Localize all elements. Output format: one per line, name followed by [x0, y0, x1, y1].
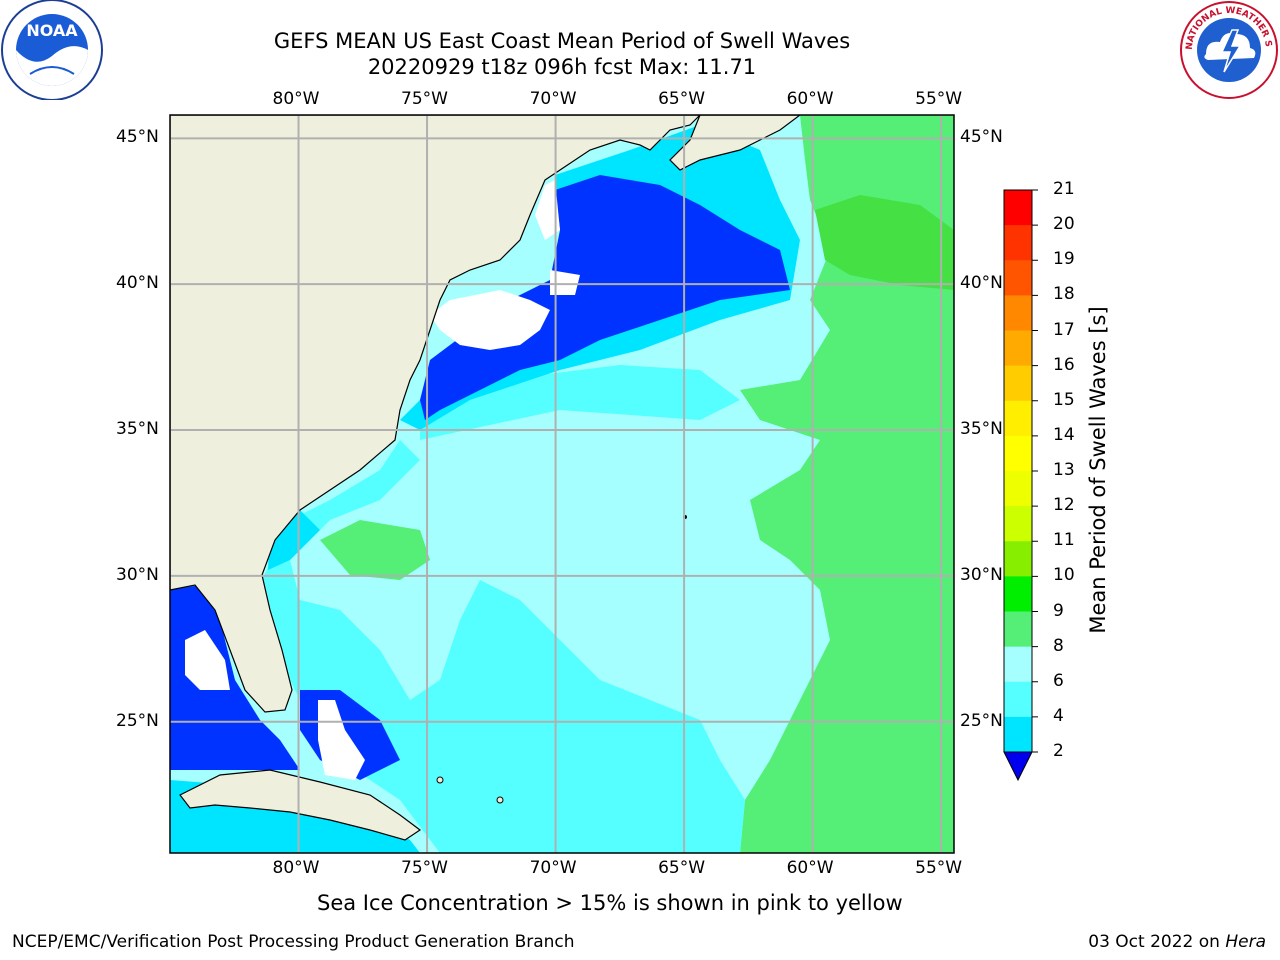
- lat-label: 30°N: [116, 564, 159, 585]
- lon-label: 65°W: [658, 858, 706, 878]
- land-island: [496, 796, 504, 804]
- region-0-2s-shoal: [550, 270, 580, 295]
- colorbar-tick-label: 14: [1053, 424, 1075, 445]
- colorbar-tick-label: 12: [1053, 495, 1075, 516]
- lat-label: 45°N: [116, 127, 159, 148]
- lon-label: 70°W: [529, 858, 577, 878]
- colorbar-segment: [1004, 330, 1032, 367]
- colorbar-segment: [1004, 541, 1032, 577]
- region-0-2s-gulf: [185, 630, 230, 690]
- region-0-2s-gulf-maine: [535, 180, 560, 240]
- colorbar-tick-label: 16: [1053, 354, 1075, 375]
- region-2-4s-north: [420, 175, 790, 420]
- region-0-2s-midatlantic: [430, 290, 550, 350]
- lon-label: 80°W: [272, 858, 320, 878]
- footer-date: 03 Oct 2022 on: [1088, 932, 1226, 952]
- colorbar-segment: [1004, 365, 1032, 402]
- colorbar-tick-label: 19: [1053, 249, 1075, 270]
- lat-label: 30°N: [960, 564, 1003, 585]
- noaa-logo-text: NOAA: [26, 21, 78, 40]
- colorbar-segment: [1004, 225, 1032, 261]
- colorbar-segment: [1004, 260, 1032, 296]
- colorbar-tick-label: 4: [1053, 705, 1064, 726]
- colorbar-tick-label: 15: [1053, 389, 1075, 410]
- region-9-10s-patch: [320, 520, 430, 580]
- colorbar-tick-label: 11: [1053, 530, 1075, 551]
- colorbar-tick-label: 2: [1053, 741, 1064, 761]
- map-frame: [169, 114, 955, 854]
- lon-label: 60°W: [786, 89, 834, 109]
- colorbar-tick-label: 6: [1053, 670, 1064, 691]
- colorbar-segment: [1004, 681, 1032, 718]
- colorbar-segment: [1004, 506, 1032, 542]
- lat-label: 45°N: [960, 127, 1003, 148]
- region-6-8s-north: [420, 365, 740, 440]
- lon-label: 55°W: [915, 858, 963, 878]
- lon-label: 75°W: [401, 858, 448, 878]
- colorbar-segment: [1004, 576, 1032, 612]
- colorbar-tick-label: 8: [1053, 635, 1064, 656]
- lat-label: 35°N: [116, 419, 159, 440]
- region-0-2s-bahamas: [318, 700, 365, 780]
- colorbar-tick-label: 10: [1053, 565, 1075, 586]
- sea-ice-note: Sea Ice Concentration > 15% is shown in …: [317, 891, 903, 915]
- colorbar-under-arrow: [1003, 751, 1033, 782]
- colorbar-segment: [1004, 646, 1032, 683]
- region-9-10s: [740, 115, 954, 853]
- colorbar-tick-label: 9: [1053, 600, 1064, 621]
- nws-logo: NATIONAL WEATHER SERVICE: [1178, 0, 1278, 99]
- colorbar-segment: [1004, 400, 1032, 437]
- land-island: [436, 776, 444, 784]
- colorbar-segment: [1004, 611, 1032, 648]
- colorbar-segment: [1004, 295, 1032, 331]
- lon-label: 60°W: [786, 858, 834, 878]
- colorbar-tick-label: 17: [1053, 319, 1075, 340]
- colorbar-tick-label: 20: [1053, 214, 1075, 235]
- colorbar-tick-label: 21: [1053, 179, 1075, 199]
- lon-label: 70°W: [529, 89, 577, 109]
- colorbar-tick-label: 13: [1053, 460, 1075, 480]
- lon-label: 80°W: [272, 89, 320, 109]
- lon-label: 65°W: [658, 89, 706, 109]
- noaa-logo: NOAA: [1, 0, 103, 100]
- colorbar-segment: [1004, 471, 1032, 507]
- lat-label: 40°N: [960, 273, 1003, 294]
- lat-label: 25°N: [960, 710, 1003, 731]
- lon-label: 55°W: [915, 89, 963, 109]
- colorbar-segment: [1004, 716, 1032, 753]
- footer-right: 03 Oct 2022 on Hera: [1088, 932, 1266, 952]
- lat-label: 25°N: [116, 710, 159, 731]
- colorbar-label: Mean Period of Swell Waves [s]: [1086, 306, 1110, 633]
- colorbar-segment: [1004, 435, 1032, 472]
- lon-label: 75°W: [401, 89, 448, 109]
- colorbar-tick-label: 18: [1053, 284, 1075, 305]
- lat-label: 35°N: [960, 419, 1003, 440]
- lat-label: 40°N: [116, 273, 159, 294]
- land-us-east-coast: [170, 115, 701, 713]
- footer-host: Hera: [1225, 932, 1266, 952]
- colorbar-segment: [1004, 190, 1032, 226]
- chart-subtitle: 20220929 t18z 096h fcst Max: 11.71: [367, 55, 757, 79]
- chart-title: GEFS MEAN US East Coast Mean Period of S…: [273, 29, 851, 53]
- region-10-11s: [815, 195, 954, 290]
- land-cuba: [179, 769, 422, 841]
- footer-left: NCEP/EMC/Verification Post Processing Pr…: [12, 932, 575, 952]
